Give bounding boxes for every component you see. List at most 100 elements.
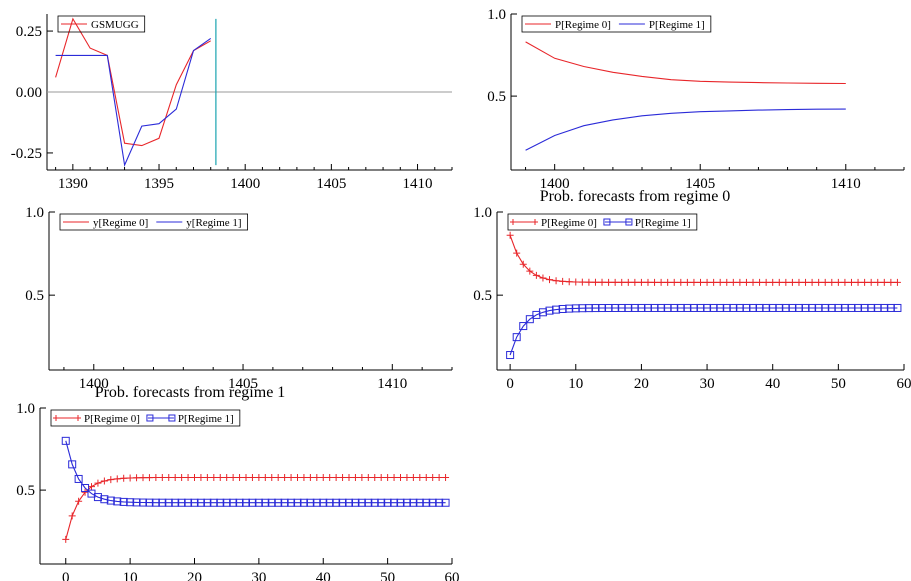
plus-marker — [710, 278, 718, 286]
plus-marker — [506, 231, 514, 239]
panel-regime-probabilities: 1.0 0.5 1400 1405 1410 P[Regime 0] P[Regime 1] — [487, 7, 905, 192]
plus-marker — [736, 278, 744, 286]
plus-marker — [670, 278, 678, 286]
plus-marker — [854, 278, 862, 286]
plus-marker — [197, 473, 205, 481]
x-tick-label: 40 — [765, 376, 780, 392]
square-marker — [441, 498, 450, 507]
legend-box — [50, 409, 241, 427]
plus-marker — [435, 473, 443, 481]
plus-marker — [605, 278, 613, 286]
legend-label: P[Regime 0] — [541, 217, 597, 229]
y-tick-label: 1.0 — [16, 401, 35, 417]
plus-marker — [657, 278, 665, 286]
y-tick-label: -0.25 — [11, 146, 42, 162]
plus-marker — [578, 278, 586, 286]
y-tick-label: 0.5 — [487, 89, 506, 105]
square-marker — [332, 498, 341, 507]
plus-marker — [513, 249, 521, 257]
square-marker — [203, 498, 212, 507]
plus-marker — [559, 277, 567, 285]
plus-marker — [248, 473, 256, 481]
square-marker — [145, 498, 154, 507]
plus-marker — [229, 473, 237, 481]
plus-marker — [371, 473, 379, 481]
plus-marker — [255, 473, 263, 481]
square-marker — [100, 495, 109, 504]
panel-forecasts-regime-1: 1.0 0.5 0 10 20 30 40 50 60 P[Regime 0] P[Regime 1… — [16, 384, 459, 581]
plus-marker — [788, 278, 796, 286]
x-tick-label: 40 — [316, 570, 331, 581]
square-marker — [293, 498, 302, 507]
plus-marker — [847, 278, 855, 286]
legend-label: P[Regime 0] — [555, 19, 611, 31]
plus-marker — [165, 473, 173, 481]
square-marker — [93, 493, 102, 502]
plus-marker — [572, 278, 580, 286]
square-marker — [242, 498, 250, 507]
plus-marker — [815, 278, 823, 286]
plus-marker — [880, 278, 888, 286]
x-tick-label: 20 — [187, 570, 202, 581]
square-marker — [267, 498, 276, 507]
square-marker — [409, 498, 418, 507]
plus-marker — [821, 278, 829, 286]
plus-marker — [690, 278, 698, 286]
plus-marker — [403, 473, 411, 481]
square-marker — [370, 498, 379, 507]
x-tick-label: 1400 — [230, 176, 260, 192]
square-marker — [512, 333, 521, 342]
plus-marker — [203, 473, 211, 481]
series-line-p-regime-1- — [525, 108, 846, 151]
square-marker — [184, 498, 193, 507]
square-marker — [132, 498, 141, 507]
plus-marker — [893, 278, 901, 286]
plus-marker — [88, 483, 95, 491]
square-marker — [319, 498, 328, 507]
plus-marker — [867, 278, 875, 286]
square-marker — [280, 498, 289, 507]
legend-label: P[Regime 1] — [635, 217, 691, 229]
panel-forecasts-regime-0: 1.0 0.5 0 10 20 30 40 50 60 P[Regime 0] P[Regime 1… — [473, 188, 911, 392]
panel-title: Prob. forecasts from regime 0 — [540, 188, 731, 205]
plus-marker — [223, 473, 231, 481]
plus-marker — [618, 278, 626, 286]
legend-marker — [625, 218, 633, 226]
square-marker — [119, 497, 128, 506]
square-marker — [390, 498, 399, 507]
series-line-gsmugg — [55, 17, 211, 147]
legend-marker — [75, 415, 81, 421]
plus-marker — [339, 473, 347, 481]
plus-marker — [107, 476, 115, 484]
x-tick-label: 20 — [634, 376, 649, 392]
square-marker — [428, 498, 437, 507]
square-marker — [435, 498, 444, 507]
x-tick-label: 1410 — [377, 376, 407, 392]
plus-marker — [416, 473, 424, 481]
x-tick-label: 1390 — [58, 176, 88, 192]
plus-marker — [397, 473, 404, 481]
plus-marker — [281, 473, 289, 481]
square-marker — [422, 498, 431, 507]
square-marker — [74, 474, 83, 483]
x-tick-label: 10 — [123, 570, 138, 581]
plus-marker — [145, 474, 153, 482]
plus-marker — [422, 473, 430, 481]
plus-marker — [158, 474, 166, 482]
plus-marker — [139, 474, 147, 482]
square-marker — [312, 498, 321, 507]
plus-marker — [287, 473, 295, 481]
square-marker — [68, 460, 77, 469]
plus-marker — [429, 473, 437, 481]
square-marker — [415, 498, 424, 507]
plus-marker — [113, 475, 121, 483]
plus-marker — [716, 278, 724, 286]
plus-marker — [351, 473, 359, 481]
plus-marker — [242, 473, 250, 481]
legend: P[Regime 0] P[Regime 1] — [521, 15, 712, 33]
square-marker — [190, 498, 199, 507]
y-tick-label: 1.0 — [487, 7, 506, 23]
plus-marker — [358, 473, 366, 481]
plus-marker — [729, 278, 737, 286]
